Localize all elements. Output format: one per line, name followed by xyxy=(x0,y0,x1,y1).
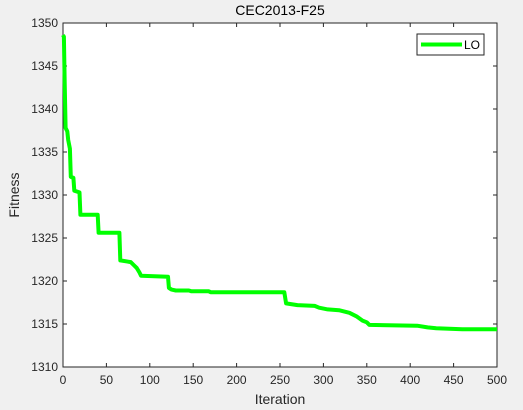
y-tick-label: 1315 xyxy=(31,317,58,331)
y-axis-label: Fitness xyxy=(6,172,22,217)
x-tick-label: 400 xyxy=(400,373,420,387)
legend-label-lo: LO xyxy=(464,38,480,52)
series-layer xyxy=(61,34,497,332)
x-tick-label: 300 xyxy=(313,373,333,387)
plot-area xyxy=(62,22,498,368)
x-tick-label: 250 xyxy=(270,373,290,387)
x-axis: 0 50 100 150 200 250 300 350 400 450 500 xyxy=(60,23,507,387)
x-tick-label: 150 xyxy=(183,373,203,387)
y-tick-label: 1330 xyxy=(31,188,58,202)
x-tick-label: 500 xyxy=(487,373,507,387)
series-line-lo xyxy=(61,34,497,332)
y-tick-label: 1335 xyxy=(31,145,58,159)
legend[interactable]: LO xyxy=(416,33,485,56)
x-tick-label: 0 xyxy=(60,373,67,387)
x-tick-label: 350 xyxy=(357,373,377,387)
y-tick-label: 1350 xyxy=(31,16,58,30)
y-tick-label: 1320 xyxy=(31,274,58,288)
y-tick-label: 1340 xyxy=(31,102,58,116)
x-axis-label: Iteration xyxy=(255,391,306,407)
chart-title: CEC2013-F25 xyxy=(235,2,325,18)
x-tick-label: 50 xyxy=(100,373,114,387)
x-tick-label: 450 xyxy=(444,373,464,387)
x-tick-label: 200 xyxy=(227,373,247,387)
y-tick-label: 1310 xyxy=(31,360,58,374)
x-tick-label: 100 xyxy=(140,373,160,387)
y-tick-label: 1345 xyxy=(31,59,58,73)
y-tick-label: 1325 xyxy=(31,231,58,245)
